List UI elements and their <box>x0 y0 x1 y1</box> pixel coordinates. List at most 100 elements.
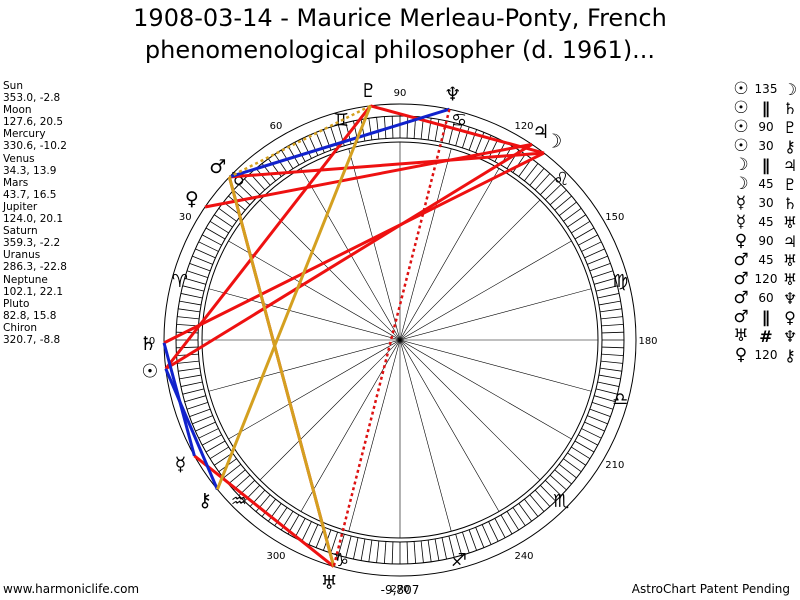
aspect-type: ∥ <box>762 156 770 175</box>
degree-tick <box>214 452 233 466</box>
aspect-entry: ☿ 30 ♄ <box>730 193 800 214</box>
planet-position: 359.3, -2.2 <box>3 237 61 250</box>
degree-tick <box>261 498 276 517</box>
title-line-1: 1908-03-14 - Maurice Merleau-Ponty, Fren… <box>133 4 667 32</box>
degree-tick <box>368 118 373 141</box>
aspect-planet-1-icon: ☽ <box>733 155 749 175</box>
degree-tick <box>209 446 229 460</box>
degree-label: 120 <box>514 121 533 132</box>
degree-tick <box>455 124 463 146</box>
degree-tick <box>205 440 226 453</box>
planet-pluto-icon: ♇ <box>360 80 377 102</box>
aspect-planet-1-icon: ♀ <box>734 345 748 365</box>
degree-tick <box>192 415 213 425</box>
degree-label: 300 <box>266 551 285 562</box>
planet-saturn-icon: ♄ <box>139 333 156 355</box>
degree-tick <box>587 255 608 265</box>
degree-tick <box>534 173 551 191</box>
planet-position: 43.7, 16.5 <box>3 188 57 201</box>
degree-tick <box>177 360 200 364</box>
aspect-type: 45 <box>758 177 774 191</box>
aspect-planet-2-icon: ⚷ <box>784 346 796 365</box>
aspect-planet-1-icon: ☽ <box>733 174 749 194</box>
aspect-entry: ☿ 45 ♅ <box>730 212 800 233</box>
planet-entry-chiron: Chiron 320.7, -8.8 <box>3 322 67 346</box>
patent-label: AstroChart Patent Pending <box>631 582 790 596</box>
degree-tick <box>540 485 556 502</box>
degree-tick <box>581 241 602 252</box>
aspect-type: 120 <box>754 272 778 286</box>
degree-tick <box>223 464 242 479</box>
degree-tick <box>462 531 470 554</box>
degree-tick <box>427 539 432 562</box>
zodiac-aquarius-icon: ♒ <box>231 491 247 512</box>
planet-name: Pluto <box>3 297 30 310</box>
aspect-planet-2-icon: ♆ <box>782 327 798 346</box>
planet-position: 320.7, -8.8 <box>3 333 61 346</box>
aspect-planet-1-icon: ♂ <box>733 288 749 308</box>
degree-tick <box>434 538 440 561</box>
degree-tick <box>529 494 545 512</box>
degree-tick <box>198 428 219 439</box>
aspect-line <box>228 104 371 179</box>
planet-name: Mars <box>3 176 29 189</box>
degree-tick <box>244 178 260 195</box>
aspect-line <box>228 107 450 179</box>
degree-tick <box>360 119 366 142</box>
aspect-entry: ♀ 90 ♃ <box>730 232 800 252</box>
degree-tick <box>301 521 312 542</box>
degree-tick <box>563 458 582 472</box>
planet-venus-icon: ♀ <box>185 188 199 210</box>
degree-tick <box>179 374 202 380</box>
degree-tick <box>180 381 203 387</box>
aspect-planet-1-icon: ☉ <box>733 136 749 156</box>
aspect-type: ∥ <box>762 99 770 118</box>
degree-tick <box>601 346 624 349</box>
wheel-spoke <box>208 288 592 392</box>
aspect-type: 45 <box>758 253 774 267</box>
degree-tick <box>589 408 611 417</box>
aspect-planet-2-icon: ☽ <box>782 80 798 99</box>
planet-entry-sun: Sun 353.0, -2.8 <box>3 80 67 104</box>
planet-name: Jupiter <box>3 200 38 213</box>
degree-labels: 0 30 60 90 120 150 180 210 240 270 300 <box>149 88 658 595</box>
degree-tick <box>545 480 562 496</box>
aspect-type: ∥ <box>762 308 770 327</box>
planet-entry-uranus: Uranus 286.3, -22.8 <box>3 249 67 273</box>
degree-tick <box>406 541 409 564</box>
aspect-planet-1-icon: ☿ <box>735 193 747 213</box>
planet-position: 124.0, 20.1 <box>3 213 64 226</box>
degree-label: 150 <box>605 212 624 223</box>
degree-tick <box>455 534 463 556</box>
aspect-type: 135 <box>754 82 778 96</box>
planet-position: 353.0, -2.8 <box>3 92 61 105</box>
website-label: www.harmoniclife.com <box>3 582 140 596</box>
degree-tick <box>308 524 319 545</box>
aspect-planet-1-icon: ☿ <box>735 212 747 232</box>
degree-tick <box>182 285 205 292</box>
degree-tick <box>554 469 572 485</box>
aspect-planet-2-icon: ♇ <box>782 175 798 194</box>
planet-name: Uranus <box>3 249 41 262</box>
degree-tick <box>176 323 199 327</box>
aspect-entry: ☉ 30 ⚷ <box>730 136 800 157</box>
degree-tick <box>345 535 352 558</box>
aspect-planet-2-icon: ♅ <box>782 251 798 270</box>
planet-mars-icon: ♂ <box>209 156 226 178</box>
degree-tick <box>584 248 605 259</box>
aspect-line <box>370 104 545 155</box>
aspect-entry: ♅ # ♆ <box>730 327 800 347</box>
aspect-line <box>204 142 533 209</box>
aspect-planet-2-icon: ♃ <box>782 232 798 251</box>
degree-tick <box>228 469 246 485</box>
degree-tick <box>601 353 624 357</box>
degree-tick <box>488 521 499 542</box>
chart-title: 1908-03-14 - Maurice Merleau-Ponty, Fren… <box>0 2 800 66</box>
planet-name: Venus <box>3 152 35 165</box>
degree-tick <box>462 126 470 149</box>
degree-tick <box>494 518 506 538</box>
degree-label: 270 <box>390 584 409 595</box>
aspect-planet-2-icon: ♄ <box>782 194 798 213</box>
degree-tick <box>186 270 209 278</box>
degree-tick <box>594 395 616 403</box>
